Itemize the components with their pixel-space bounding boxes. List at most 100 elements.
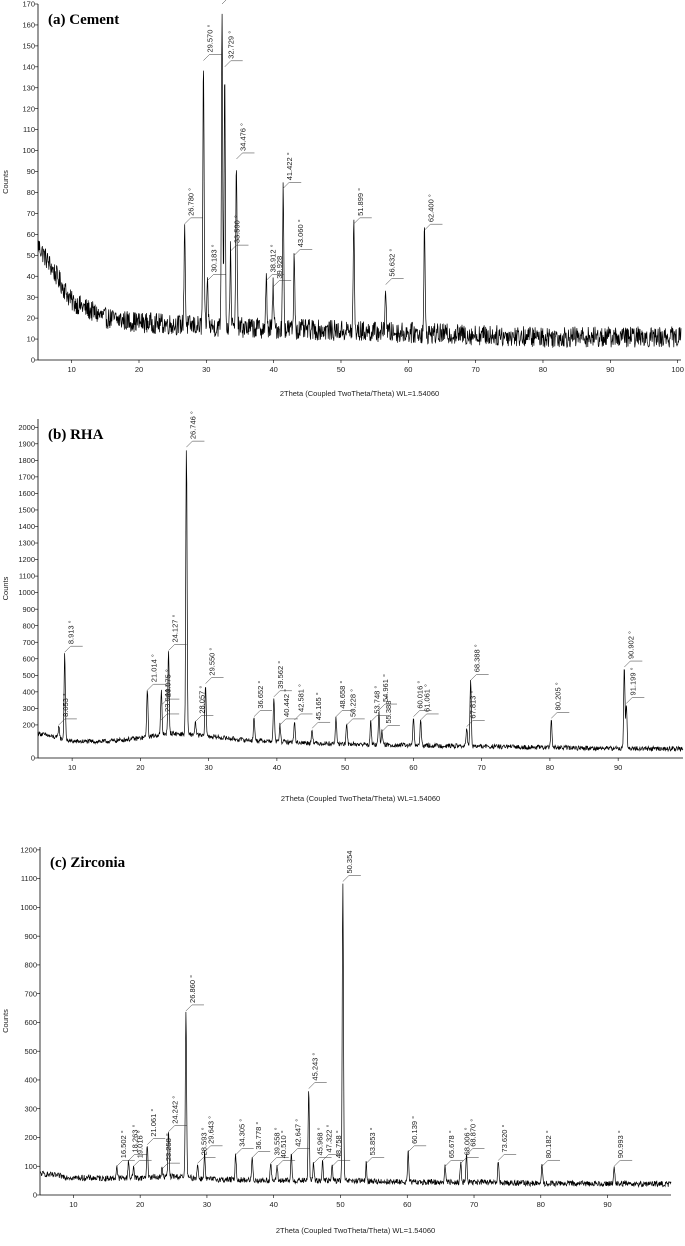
peak-label: 50.354 (345, 851, 354, 874)
y-tick-label: 30 (27, 293, 35, 302)
peak-marker (614, 1159, 633, 1167)
y-tick-label: 400 (22, 687, 35, 696)
y-tick-label: 160 (22, 21, 35, 30)
y-tick-label: 10 (27, 335, 35, 344)
panel-rha: 0 200 300 400 500 600 700 800 900 1000 1100 1200 130… (0, 405, 685, 825)
y-tick-label: 1800 (18, 456, 35, 465)
peak-marker (381, 725, 400, 732)
y-tick-label: 500 (24, 1047, 37, 1056)
y-tick-label: 60 (27, 230, 35, 239)
peak-label: 90.993 ° (616, 1130, 625, 1158)
x-tick-label: 70 (470, 1200, 478, 1209)
peak-label: 54.961 ° (381, 674, 390, 702)
peak-label: 41.422 ° (285, 152, 294, 180)
y-tick-label: 300 (22, 704, 35, 713)
peak-label: 53.853 ° (368, 1127, 377, 1155)
peak-label: 48.658 ° (338, 681, 347, 709)
peak-label: 29.643 ° (207, 1116, 216, 1144)
peak-label: 61.061 ° (423, 684, 432, 712)
y-tick-label: 100 (22, 146, 35, 155)
peak-marker (236, 152, 255, 160)
y-tick-label: 1200 (20, 845, 37, 854)
peak-label: 39.562 ° (276, 661, 285, 689)
xrd-chart-rha: 0 200 300 400 500 600 700 800 900 1000 1100 1200 130… (1, 411, 684, 803)
peak-label: 42.647 ° (293, 1119, 302, 1147)
peak-label: 68.870 ° (468, 1119, 477, 1147)
peak-label: 24.127 ° (171, 614, 180, 642)
peak-label: 24.242 ° (170, 1096, 179, 1124)
peak-marker (366, 1157, 385, 1164)
peak-marker (313, 1157, 332, 1164)
peak-label: 62.400 ° (426, 194, 435, 222)
peak-marker (160, 713, 180, 721)
peak-marker (185, 1004, 204, 1012)
xrd-chart-cement: 0 10 20 30 40 50 60 70 80 90 100 110 120 130 140 150 160… (1, 0, 684, 398)
peak-label: 56.632 ° (388, 249, 397, 277)
y-tick-label: 110 (23, 125, 35, 134)
y-tick-label: 90 (27, 167, 35, 176)
peak-marker (186, 440, 205, 448)
y-tick-label: 80 (27, 188, 35, 197)
peak-marker (161, 698, 180, 706)
x-tick-label: 10 (68, 763, 76, 772)
x-tick-label: 50 (341, 763, 349, 772)
peak-label: 67.813 ° (469, 691, 478, 719)
peak-marker (294, 249, 313, 256)
x-axis-label: 2Theta (Coupled TwoTheta/Theta) WL=1.540… (280, 389, 439, 398)
peak-label: 19.016 ° (136, 1130, 145, 1158)
peak-label: 23.258 ° (164, 1133, 173, 1161)
peak-marker (58, 718, 77, 726)
panel-cement: 0 10 20 30 40 50 60 70 80 90 100 110 120 130 140 150 160… (0, 0, 685, 405)
peak-marker (466, 1148, 485, 1155)
peak-label: 28.057 ° (197, 686, 206, 714)
x-tick-label: 40 (269, 365, 277, 374)
xrd-chart-zirconia: 0 100 200 300 400 500 600 700 800 900 1000 1100 1200… (1, 845, 672, 1235)
y-tick-label: 20 (27, 314, 35, 323)
peak-label: 26.860 ° (188, 975, 197, 1003)
peak-label: 47.322 ° (325, 1124, 334, 1152)
peak-marker (116, 1159, 135, 1167)
y-tick-label: 0 (33, 1191, 37, 1200)
y-tick-label: 100 (24, 1162, 37, 1171)
peak-label: 68.006 ° (463, 1127, 472, 1155)
y-tick-label: 130 (22, 83, 35, 92)
y-tick-label: 50 (27, 251, 35, 260)
y-axis-label: Counts (1, 170, 10, 194)
x-tick-label: 80 (546, 763, 554, 772)
peak-label: 53.748 ° (373, 686, 382, 714)
peak-marker (270, 1157, 289, 1164)
x-tick-label: 60 (404, 365, 412, 374)
x-tick-label: 60 (409, 763, 417, 772)
peak-label: 23.075 ° (163, 669, 172, 697)
x-tick-label: 90 (614, 763, 622, 772)
peak-label: 34.476 ° (238, 123, 247, 151)
peak-label: 39.928 (275, 256, 284, 279)
y-tick-label: 1000 (18, 588, 35, 597)
y-tick-label: 700 (22, 638, 35, 647)
peak-marker (147, 1138, 166, 1145)
peak-marker (541, 1159, 561, 1167)
y-tick-label: 70 (27, 209, 35, 218)
y-tick-label: 1400 (18, 522, 35, 531)
chart-title: (a) Cement (48, 12, 119, 28)
peak-marker (370, 715, 389, 722)
peak-marker (272, 280, 292, 287)
diffraction-trace (39, 883, 672, 1188)
peak-label: 90.902 ° (626, 631, 635, 659)
peak-marker (294, 713, 313, 721)
peak-marker (283, 182, 302, 189)
peak-label: 29.550 ° (208, 648, 217, 676)
peak-marker (385, 278, 404, 285)
peak-marker (168, 1125, 187, 1132)
peak-marker (335, 710, 354, 717)
y-tick-label: 2000 (18, 423, 35, 432)
peak-label: 51.899 ° (356, 188, 365, 216)
y-tick-label: 500 (22, 671, 35, 680)
peak-marker (413, 710, 432, 717)
x-tick-label: 100 (671, 365, 684, 374)
chart-title: (c) Zirconia (50, 855, 126, 871)
y-tick-label: 400 (24, 1076, 37, 1085)
peak-marker (424, 223, 443, 231)
peak-label: 16.502 ° (119, 1130, 128, 1158)
peak-label: 80.182 ° (544, 1130, 553, 1158)
